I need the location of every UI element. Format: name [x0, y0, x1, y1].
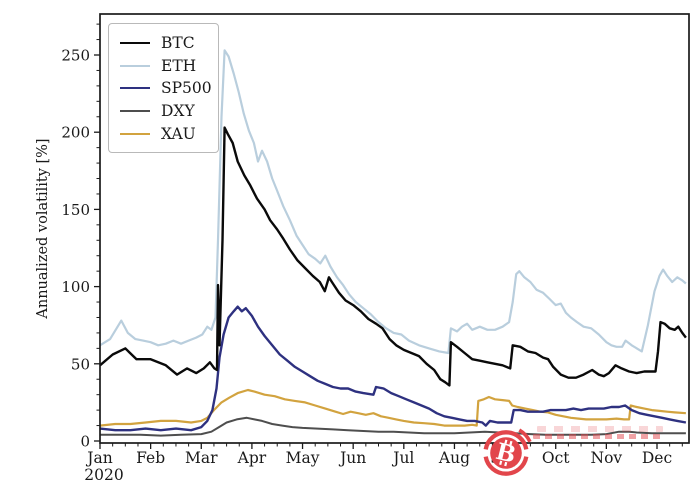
legend-label: XAU [161, 124, 196, 143]
x-tick-label: Dec [642, 449, 672, 467]
x-tick-label: Jun [338, 449, 366, 467]
x-tick-label: Aug [438, 449, 470, 467]
bitcoin-logo-upper-arc [483, 430, 529, 450]
bitcoin-logo-flourish-arc [518, 428, 532, 443]
x-tick-label: Mar [185, 449, 218, 467]
legend-label: SP500 [161, 79, 212, 98]
x-tick-label: May [286, 449, 320, 467]
y-tick-label: 50 [71, 355, 90, 373]
bitcoin-symbol-prong [499, 460, 503, 466]
legend-item-sp500: SP500 [120, 77, 212, 100]
series-line-eth [99, 49, 687, 355]
x-tick-label: Oct [542, 449, 570, 467]
x-tick-label: Jan [85, 449, 112, 467]
y-tick-label: 0 [80, 433, 90, 451]
series-line-sp500 [99, 305, 687, 432]
bitcoin-symbol-prong [504, 439, 508, 445]
series-line-btc [99, 126, 687, 387]
legend-label: BTC [161, 34, 195, 53]
legend-swatch-sp500 [120, 87, 150, 90]
legend-item-eth: ETH [120, 55, 206, 78]
legend-item-xau: XAU [120, 122, 206, 145]
legend-swatch-eth [120, 64, 150, 67]
x-tick-label: Apr [237, 449, 267, 467]
y-tick-label: 150 [61, 201, 90, 219]
y-tick-label: 200 [61, 124, 90, 142]
watermark-text-remnant-bottom [533, 434, 664, 439]
bitcoin-symbol-prong [509, 440, 513, 446]
legend-item-btc: BTC [120, 32, 206, 55]
legend-swatch-xau [120, 132, 150, 135]
y-tick-label: 250 [61, 47, 90, 65]
legend-item-dxy: DXY [120, 100, 206, 123]
legend-swatch-btc [120, 42, 150, 45]
x-tick-label: Nov [591, 449, 623, 467]
y-axis-title: Annualized volatility [%] [35, 138, 51, 319]
plot-border [99, 13, 690, 444]
y-tick-label: 100 [61, 278, 90, 296]
x-tick-label: Jul [391, 449, 414, 467]
bitcoin-logo: B [483, 428, 532, 476]
x-year-label: 2020 [84, 466, 123, 484]
legend-swatch-dxy [120, 110, 150, 113]
watermark-text-remnant-top [537, 426, 663, 432]
series-line-xau [99, 388, 686, 427]
bitcoin-logo-circle [490, 437, 522, 469]
legend-label: DXY [161, 102, 195, 121]
bitcoin-symbol-prong [504, 461, 508, 467]
legend: BTC ETH SP500 DXY XAU [108, 23, 219, 153]
x-tick-label: Feb [136, 449, 165, 467]
bitcoin-logo-lower-arc [483, 456, 529, 476]
legend-label: ETH [161, 56, 197, 75]
